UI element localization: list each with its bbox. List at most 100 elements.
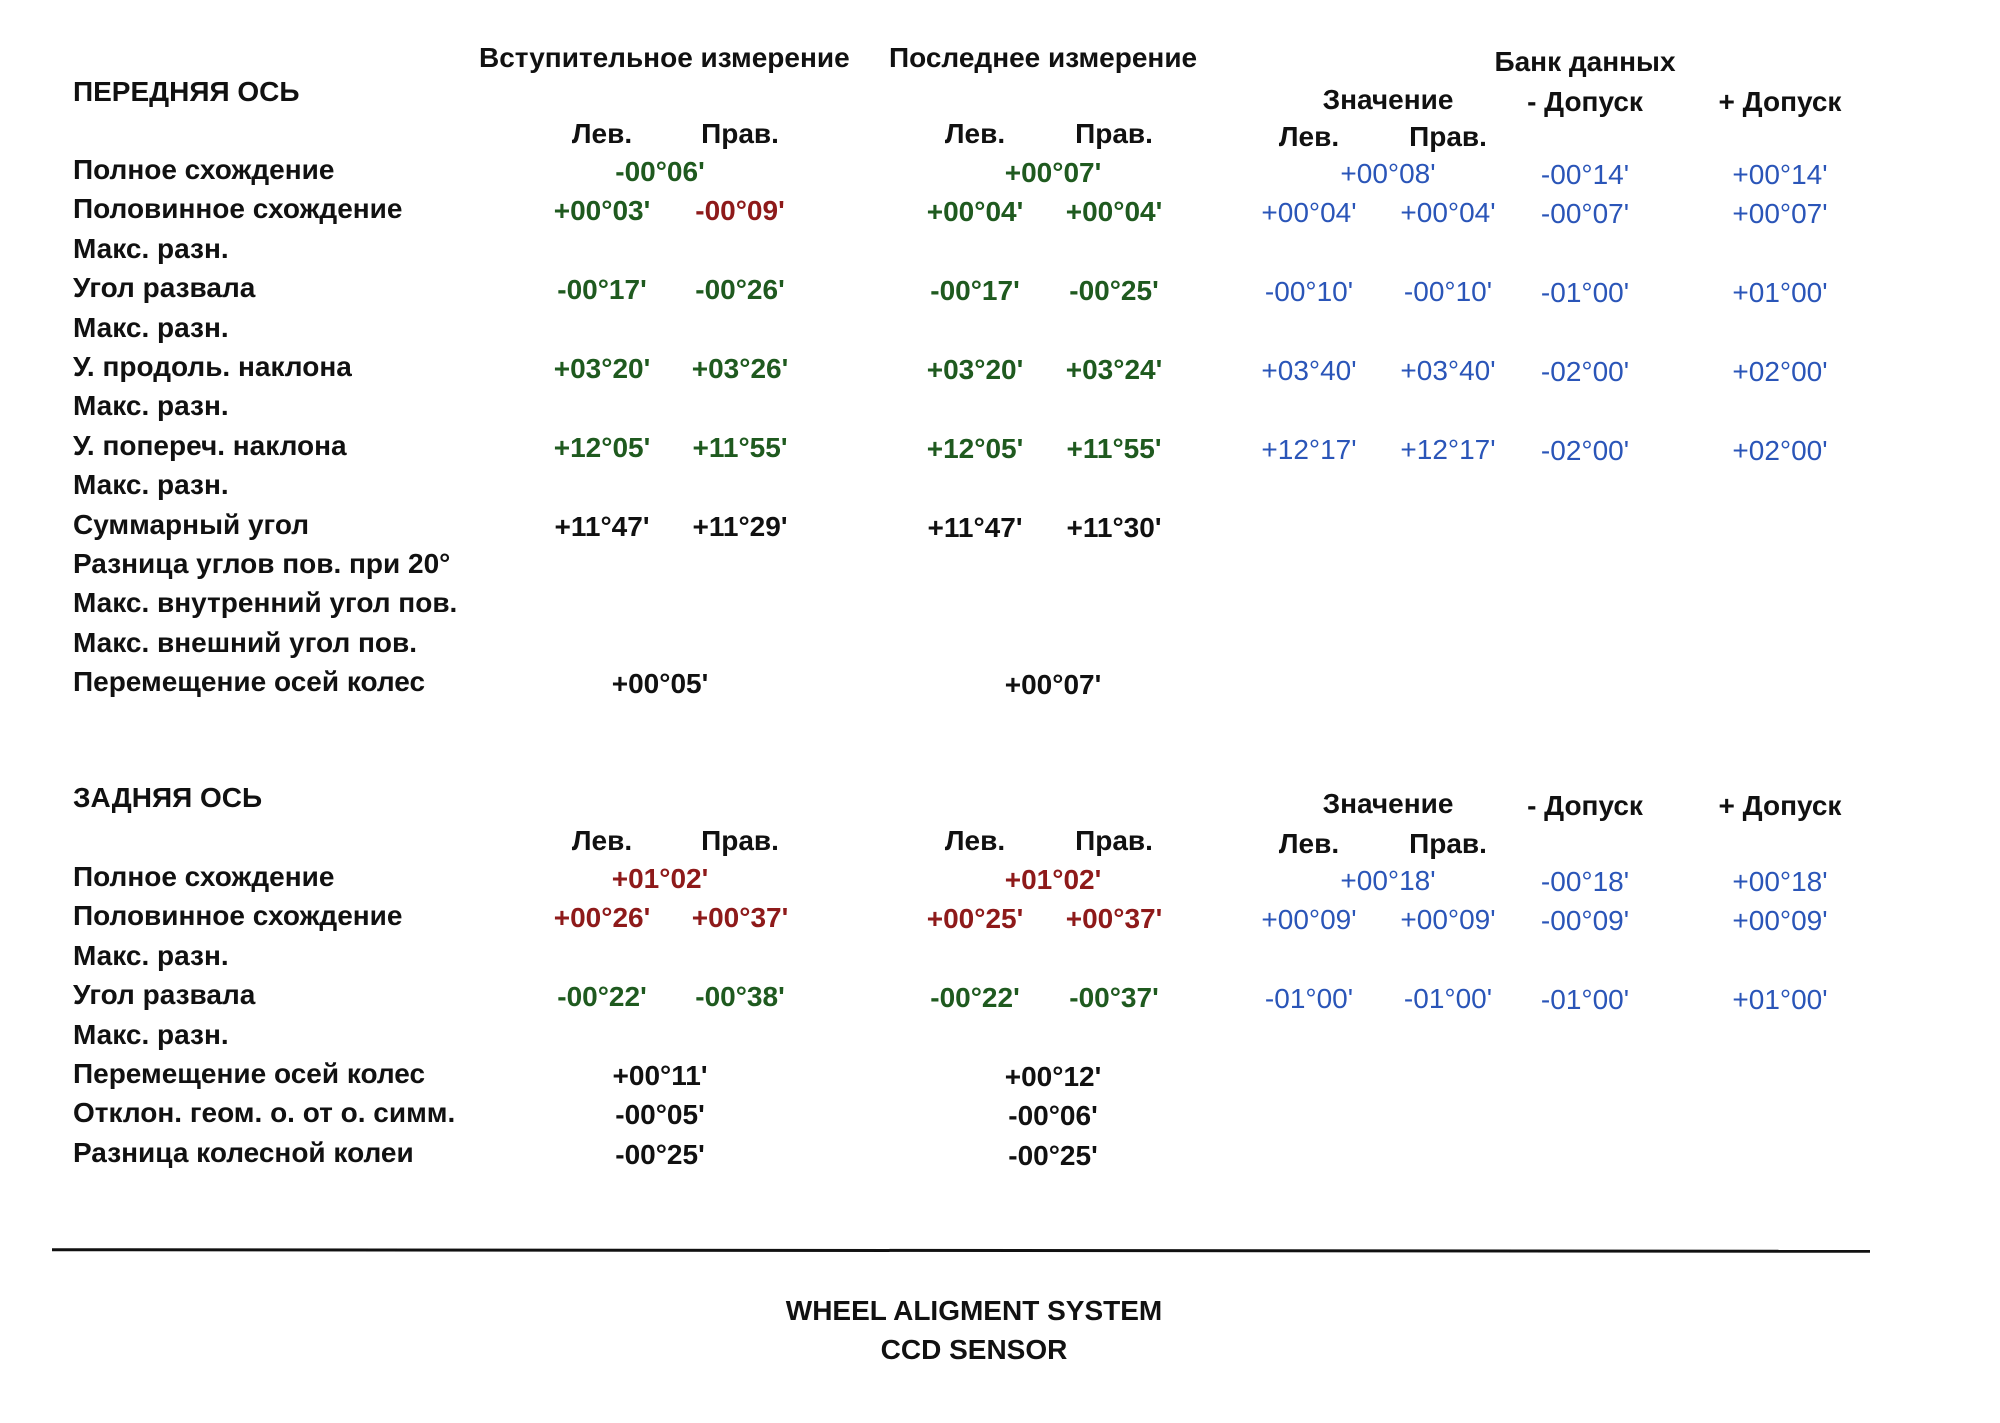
row-label: У. продоль. наклона — [73, 351, 352, 382]
bank-tol-minus-value: -00°14' — [1540, 159, 1630, 190]
last-right-value: +03°24' — [1065, 354, 1163, 385]
last-left-value: +11°47' — [927, 511, 1023, 543]
row-label: Угол развала — [73, 272, 256, 304]
bank-right-value: -00°10' — [1403, 276, 1493, 308]
intro-total-value: -00°25' — [615, 1138, 705, 1170]
bank-tol-minus-value: -00°18' — [1540, 866, 1630, 897]
last-total-value: +00°12' — [1004, 1061, 1102, 1092]
front-intro-right-header: Прав. — [701, 118, 779, 149]
intro-right-value: -00°38' — [695, 981, 785, 1013]
intro-left-value: +12°05' — [553, 431, 651, 463]
bank-tol-plus-value: +00°18' — [1732, 866, 1828, 897]
rear-value-header: Значение — [1322, 788, 1454, 819]
front-db-left-header: Лев. — [1278, 121, 1340, 152]
last-total-value: +01°02' — [1004, 864, 1102, 895]
bank-total-value: +00°18' — [1340, 865, 1436, 896]
bank-left-value: +00°04' — [1261, 197, 1357, 229]
row-label: Половинное схождение — [73, 900, 403, 932]
intro-left-value: +03°20' — [553, 353, 651, 384]
intro-total-value: +00°11' — [612, 1060, 708, 1091]
intro-right-value: -00°09' — [695, 195, 785, 227]
last-total-value: +00°07' — [1004, 669, 1102, 701]
row-label: Макс. внутренний угол пов. — [73, 587, 458, 619]
last-total-value: +00°07' — [1004, 157, 1102, 188]
intro-total-value: +00°05' — [611, 668, 709, 700]
front-intro-left-header: Лев. — [571, 118, 633, 149]
rear-intro-left-header: Лев. — [571, 825, 633, 856]
footer-sensor-name: CCD SENSOR — [880, 1334, 1068, 1365]
bank-tol-minus-value: -02°00' — [1540, 434, 1630, 466]
row-label: Полное схождение — [73, 861, 335, 892]
bank-tol-plus-value: +00°07' — [1732, 198, 1828, 230]
rear-db-left-header: Лев. — [1278, 828, 1340, 859]
bank-left-value: -00°10' — [1264, 276, 1354, 308]
intro-right-value: +11°29' — [692, 510, 788, 542]
bank-right-value: +00°04' — [1400, 197, 1496, 229]
front-value-header: Значение — [1322, 84, 1454, 115]
rear-tol-plus-header: + Допуск — [1718, 790, 1842, 821]
last-right-value: +11°55' — [1066, 432, 1162, 464]
last-right-value: +00°37' — [1065, 903, 1163, 935]
rear-db-right-header: Прав. — [1409, 828, 1487, 859]
intro-total-value: +01°02' — [611, 863, 709, 894]
last-left-value: +00°04' — [926, 196, 1024, 228]
bank-tol-plus-value: +02°00' — [1732, 356, 1828, 387]
footer-system-name: WHEEL ALIGMENT SYSTEM — [785, 1295, 1163, 1326]
row-label: Отклон. геом. о. от о. симм. — [73, 1097, 456, 1129]
bank-tol-minus-value: -02°00' — [1540, 356, 1630, 387]
intro-left-value: +00°03' — [553, 195, 651, 227]
bank-tol-minus-value: -00°07' — [1540, 198, 1630, 230]
rear-last-left-header: Лев. — [944, 825, 1006, 856]
front-db-right-header: Прав. — [1409, 121, 1487, 152]
rear-tol-minus-header: - Допуск — [1527, 790, 1643, 821]
intro-right-value: -00°26' — [695, 274, 785, 306]
bank-tol-minus-value: -00°09' — [1540, 905, 1630, 937]
row-label: Макс. разн. — [73, 939, 229, 971]
row-label: Разница колесной колеи — [73, 1136, 414, 1168]
front-axle-title: ПЕРЕДНЯЯ ОСЬ — [73, 76, 300, 107]
data-bank-header: Банк данных — [1494, 46, 1676, 77]
last-total-value: -00°06' — [1008, 1100, 1098, 1132]
bank-tol-minus-value: -01°00' — [1540, 984, 1630, 1016]
last-right-value: -00°25' — [1069, 275, 1159, 307]
last-measurement-header: Последнее измерение — [889, 42, 1198, 73]
rear-last-right-header: Прав. — [1075, 825, 1153, 856]
row-label: Макс. внешний угол пов. — [73, 626, 418, 658]
rear-axle-title: ЗАДНЯЯ ОСЬ — [73, 782, 263, 813]
row-label: Макс. разн. — [73, 390, 229, 422]
last-left-value: -00°22' — [930, 982, 1020, 1014]
bank-tol-plus-value: +01°00' — [1732, 984, 1828, 1016]
row-label: Перемещение осей колес — [73, 666, 426, 698]
intro-right-value: +11°55' — [692, 431, 788, 463]
last-left-value: +00°25' — [926, 903, 1024, 935]
row-label: У. попереч. наклона — [73, 429, 347, 461]
row-label: Макс. разн. — [73, 469, 229, 501]
bank-left-value: +03°40' — [1261, 355, 1357, 386]
row-label: Половинное схождение — [73, 193, 403, 225]
footer-divider — [51, 1248, 1871, 1253]
front-last-right-header: Прав. — [1075, 118, 1153, 149]
intro-total-value: -00°06' — [615, 156, 705, 187]
last-left-value: +12°05' — [926, 432, 1024, 464]
row-label: Макс. разн. — [73, 1018, 229, 1050]
bank-left-value: +00°09' — [1261, 904, 1357, 936]
intro-right-value: +03°26' — [691, 353, 789, 384]
front-tol-minus-header: - Допуск — [1527, 86, 1643, 117]
rear-intro-right-header: Прав. — [701, 825, 779, 856]
front-tol-plus-header: + Допуск — [1718, 86, 1842, 117]
bank-tol-plus-value: +00°09' — [1732, 905, 1828, 937]
intro-left-value: +11°47' — [554, 510, 650, 542]
last-right-value: +11°30' — [1066, 511, 1162, 543]
bank-right-value: +12°17' — [1400, 433, 1496, 465]
bank-tol-minus-value: -01°00' — [1540, 277, 1630, 309]
last-left-value: +03°20' — [926, 354, 1024, 385]
row-label: Макс. разн. — [73, 311, 229, 343]
last-right-value: +00°04' — [1065, 196, 1163, 228]
bank-tol-plus-value: +00°14' — [1732, 159, 1828, 190]
last-left-value: -00°17' — [930, 275, 1020, 307]
bank-left-value: +12°17' — [1261, 433, 1357, 465]
intro-left-value: -00°17' — [557, 274, 647, 306]
last-right-value: -00°37' — [1069, 982, 1159, 1014]
intro-measurement-header: Вступительное измерение — [479, 42, 850, 73]
